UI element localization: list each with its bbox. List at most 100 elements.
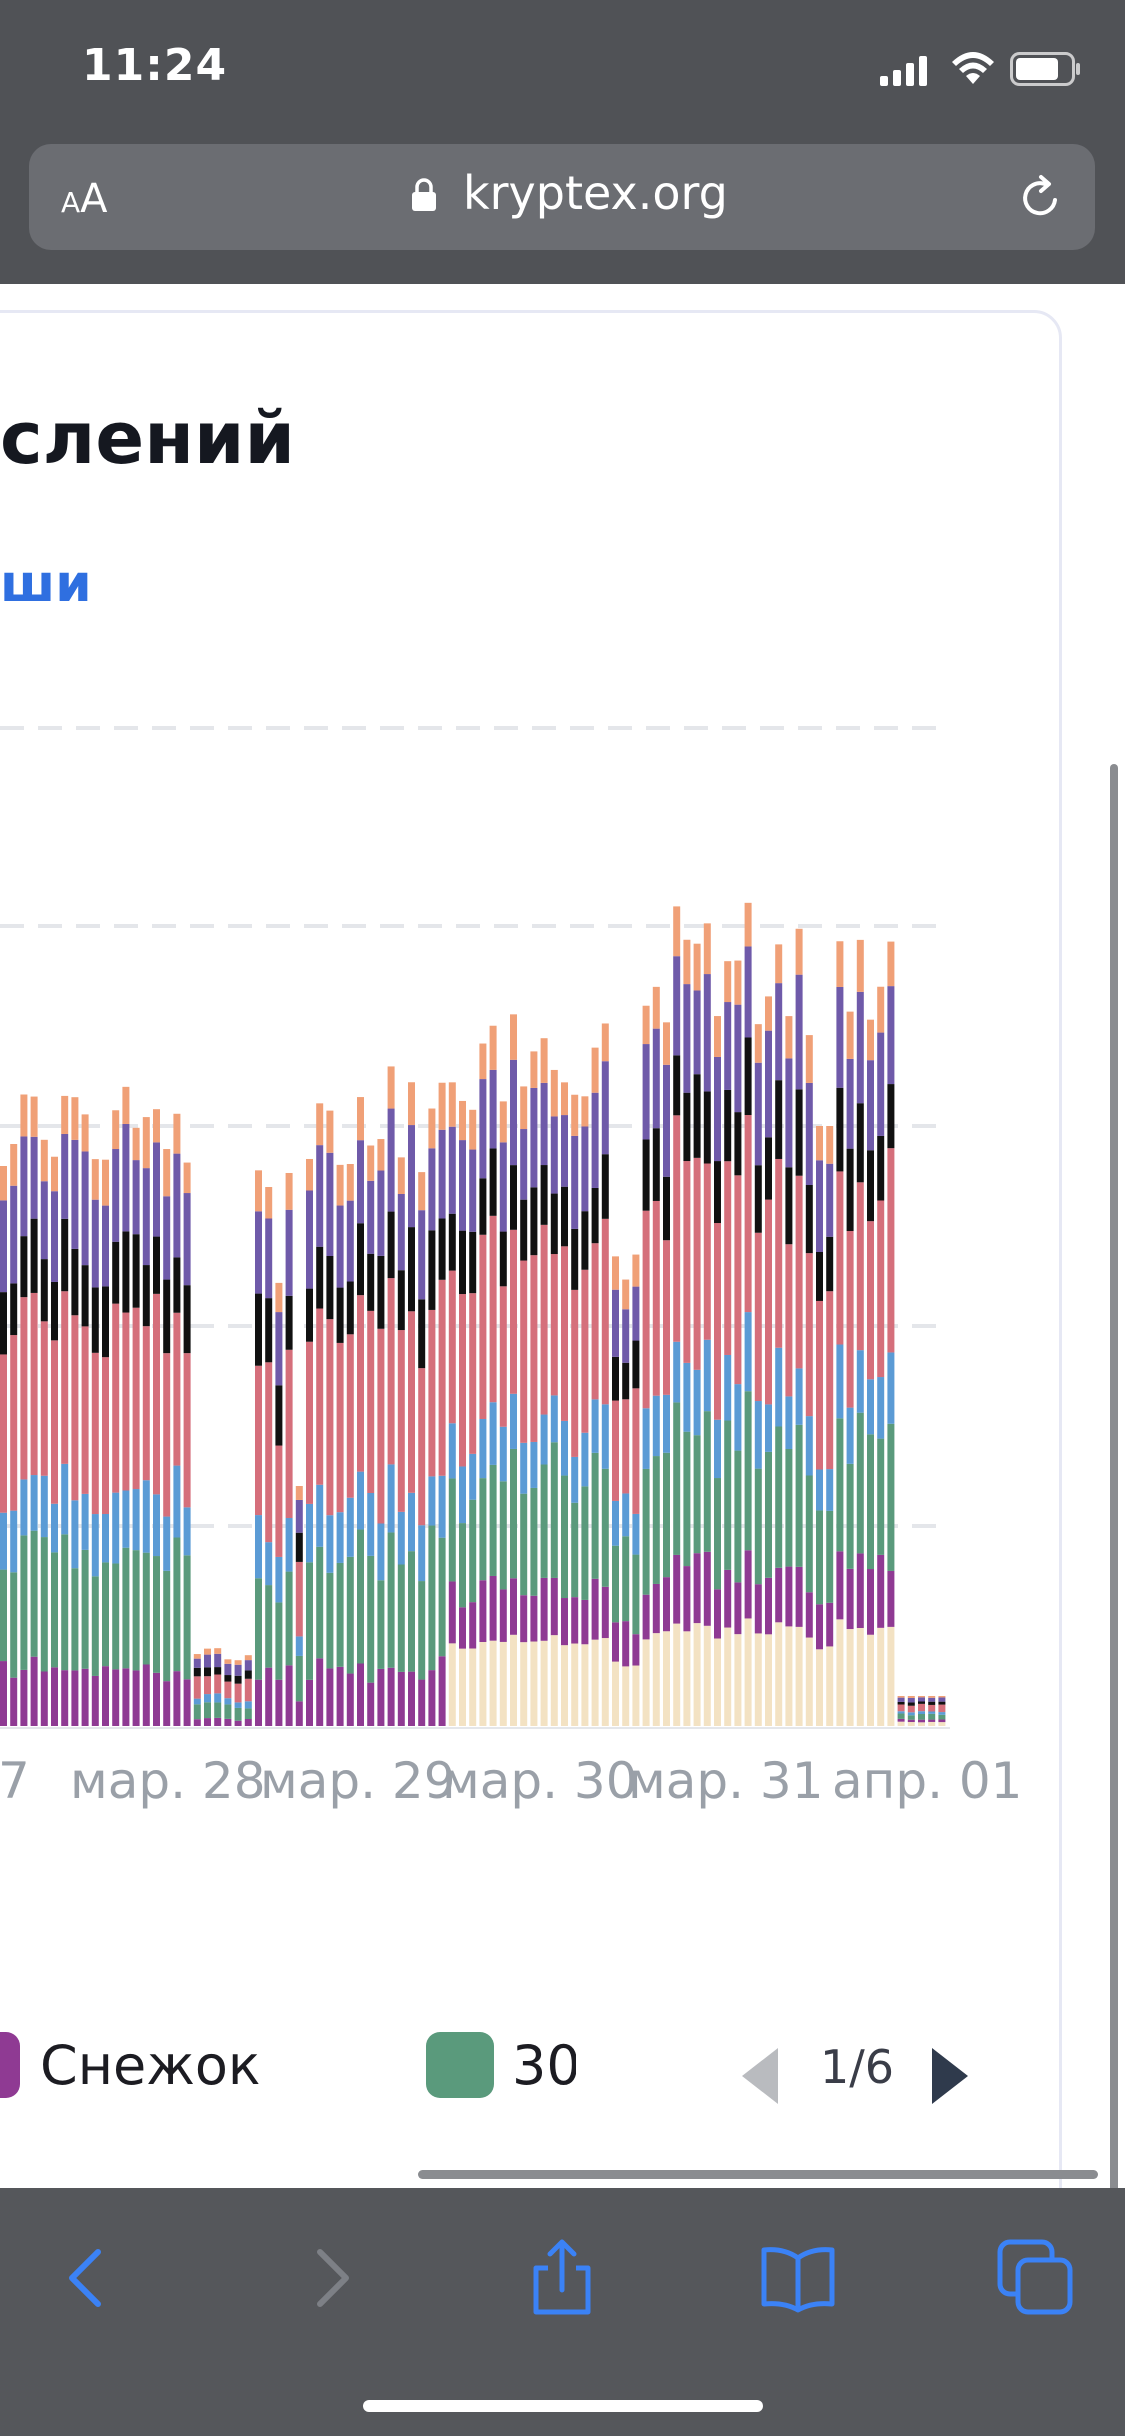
bar-segment [61,1218,69,1292]
bar-segment [520,1442,528,1494]
bar-segment [775,1426,783,1568]
legend-next-arrow-icon[interactable] [930,2046,970,2106]
bar-segment [193,1698,201,1705]
bar-segment [601,1023,609,1062]
bar-segment [928,1697,936,1702]
bar-segment [846,1407,854,1464]
bar-segment [173,1537,181,1672]
bar-segment [683,1161,691,1363]
legend-swatch-30[interactable] [426,2032,494,2098]
bar-segment [183,1507,191,1556]
bar-segment [193,1658,201,1668]
bar-segment [142,1265,150,1327]
bar-segment [265,1667,273,1726]
bar-segment [255,1170,262,1212]
text-size-button[interactable]: AA [61,176,108,222]
bar-segment [265,1298,273,1363]
bar-segment [805,1184,813,1254]
back-icon[interactable] [48,2238,128,2318]
bar-segment [408,1227,415,1312]
card-link[interactable]: ши [0,554,92,614]
bar-segment [744,1037,752,1116]
bar-segment [397,1193,405,1271]
legend-swatch-snezhok[interactable] [0,2032,20,2098]
bar-segment [683,984,691,1093]
bar-segment [459,1466,466,1524]
bar-segment [499,1481,507,1590]
bar-segment [265,1585,273,1668]
bar-segment [846,1463,854,1569]
horizontal-scrollbar[interactable] [418,2170,1098,2179]
bar-segment [316,1308,324,1485]
share-icon[interactable] [522,2238,602,2318]
bar-segment [785,1058,793,1168]
legend-label-snezhok[interactable]: Снежок [40,2034,261,2097]
bar-segment [795,1089,803,1176]
bar-segment [408,1082,415,1126]
bar-segment [265,1186,273,1219]
bar-segment [428,1476,436,1526]
bar-segment [520,1493,528,1596]
bar-segment [377,1139,385,1171]
bar-segment [71,1670,79,1726]
bar-segment [214,1674,222,1694]
bar-segment [81,1493,89,1550]
bar-segment [499,1641,507,1726]
tabs-icon[interactable] [996,2238,1076,2318]
vertical-scrollbar[interactable] [1110,764,1118,2188]
bar-segment [0,1569,7,1662]
bar-segment [408,1551,415,1672]
reload-icon[interactable] [1017,174,1065,222]
x-tick-label: мар. 31 [628,1752,824,1810]
bar-segment [622,1399,630,1494]
bar-segment [234,1707,242,1721]
legend-prev-arrow-icon[interactable] [740,2046,780,2106]
bar-segment [724,1569,732,1628]
bar-segment [387,1278,395,1465]
bar-segment [581,1599,589,1645]
bar-segment [520,1199,528,1261]
bar-segment [132,1550,140,1671]
bar-segment [897,1721,905,1726]
bar-segment [622,1536,630,1622]
bar-segment [357,1140,364,1224]
bar-segment [581,1269,589,1433]
bar-segment [724,1420,732,1570]
address-bar[interactable]: AA kryptex.org [29,144,1095,250]
bookmarks-icon[interactable] [758,2238,838,2318]
bar-segment [918,1719,925,1723]
bar-segment [887,1148,895,1353]
bar-segment [601,1638,609,1726]
bar-segment [652,986,660,1029]
bar-segment [867,1434,874,1570]
bar-segment [663,1631,670,1726]
bar-segment [295,1486,303,1500]
bar-segment [489,1069,497,1149]
bar-segment [357,1097,364,1141]
bar-segment [71,1500,79,1569]
bar-segment [632,1254,640,1287]
bar-segment [479,1580,487,1643]
bar-segment [255,1515,262,1579]
bar-segment [795,1424,803,1567]
forward-icon[interactable] [290,2238,370,2318]
x-tick-label: апр. 01 [832,1752,1022,1810]
bar-segment [775,1158,783,1348]
legend-label-30[interactable]: 30 [512,2034,576,2097]
bar-segment [714,1638,721,1726]
bar-segment [530,1595,538,1642]
bar-segment [479,1178,487,1235]
bar-segment [856,1182,864,1351]
bar-segment [438,1537,446,1657]
bar-segment [428,1148,436,1231]
bar-segment [193,1667,201,1677]
bar-segment [836,1619,844,1726]
bar-segment [173,1113,181,1154]
bar-segment [153,1672,160,1726]
bar-segment [836,1418,844,1552]
bar-segment [907,1702,915,1706]
bar-segment [540,1082,548,1166]
bar-segment [357,1295,364,1472]
bar-segment [642,1639,650,1726]
bar-segment [642,1139,650,1211]
